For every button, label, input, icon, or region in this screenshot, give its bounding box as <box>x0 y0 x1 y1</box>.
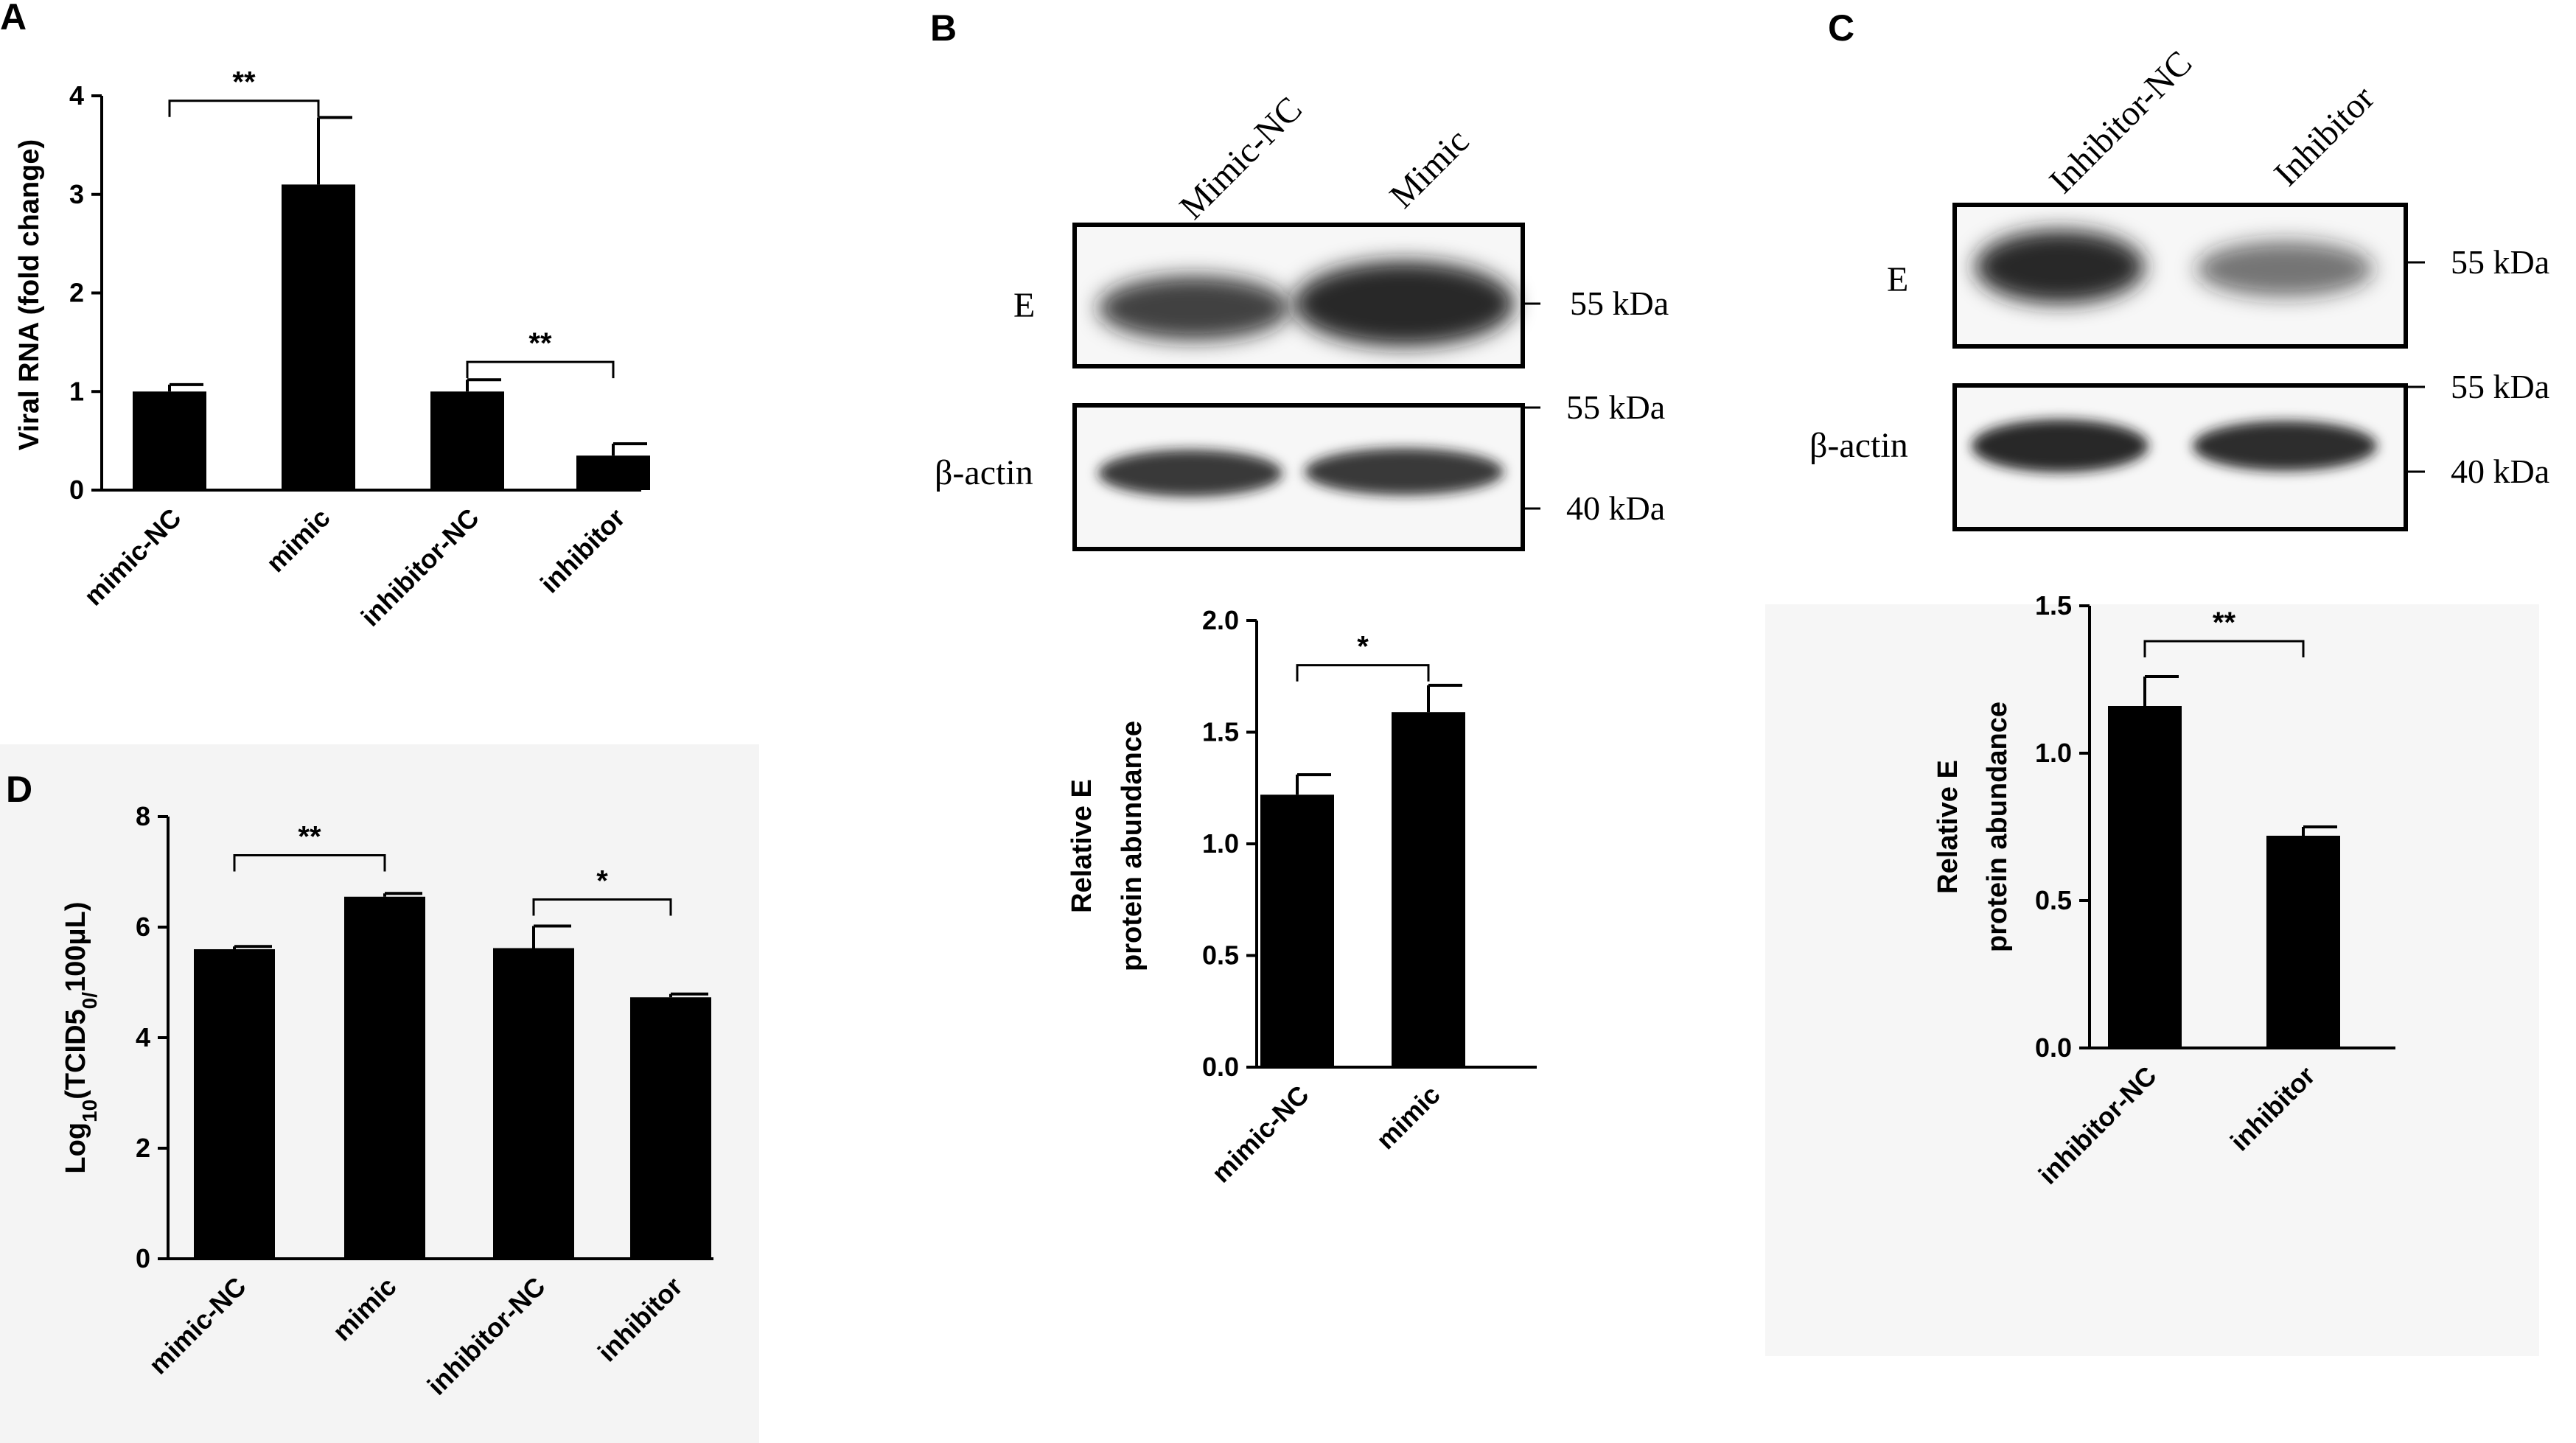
blot-c-row-label-actin: β-actin <box>1809 426 1908 465</box>
significance-bracket <box>2143 640 2305 657</box>
y-axis-label-line: Relative E <box>1933 760 1964 894</box>
blot-c-e-band-lane2 <box>2196 241 2373 297</box>
y-axis-label: Log10(TCID50/100μL) <box>60 901 101 1173</box>
bar <box>630 997 711 1259</box>
blot-c-lane-inhibitor: Inhibitor <box>2266 79 2381 194</box>
x-tick-label: inhibitor <box>534 503 631 599</box>
blot-c-lane-inhibitor-nc: Inhibitor-NC <box>2042 43 2199 201</box>
bar <box>493 948 574 1259</box>
x-tick-label: mimic <box>260 503 336 579</box>
significance-label: ** <box>528 327 552 360</box>
y-tick-label: 1.5 <box>1202 717 1239 747</box>
y-tick-label: 2.0 <box>1202 605 1239 635</box>
blot-b-actin-marker1: 55 kDa <box>1566 388 1665 426</box>
x-tick-label: inhibitor <box>2224 1061 2321 1157</box>
y-tick-label: 2 <box>69 278 84 308</box>
x-tick-label: mimic-NC <box>143 1271 252 1380</box>
bar <box>2108 706 2182 1048</box>
bar <box>430 391 504 490</box>
y-tick-label: 3 <box>69 179 84 209</box>
y-tick-label: 4 <box>136 1022 150 1052</box>
blot-c-actin-band-lane1 <box>1972 419 2149 472</box>
y-tick-label: 0 <box>69 475 84 505</box>
y-tick-label: 4 <box>69 80 84 111</box>
blot-b-actin-band-lane1 <box>1098 450 1282 497</box>
significance-bracket <box>532 898 672 916</box>
significance-label: ** <box>2213 607 2236 639</box>
significance-label: * <box>1357 631 1369 663</box>
y-axis-label-line: protein abundance <box>1117 721 1148 971</box>
blot-c-actin-marker2: 40 kDa <box>2451 453 2549 490</box>
panel-label-a: A <box>0 0 27 38</box>
bar <box>1392 712 1465 1067</box>
blot-b-e-band-lane2 <box>1294 261 1515 346</box>
chart-a-viral-rna: 0 1 2 3 4 mimic-NC mimic inhibitor-NC inhibitor *… <box>14 66 650 632</box>
y-tick-label: 0 <box>136 1243 150 1273</box>
blot-b-e-band-lane1 <box>1098 276 1290 340</box>
blot-c-row-label-e: E <box>1887 260 1908 299</box>
bar <box>2266 836 2340 1048</box>
y-tick-label: 6 <box>136 912 150 942</box>
significance-bracket <box>466 360 615 379</box>
x-tick-label: mimic-NC <box>1206 1080 1315 1189</box>
bar <box>133 391 206 490</box>
significance-bracket <box>1296 664 1430 682</box>
blot-b-actin-band-lane2 <box>1305 448 1504 495</box>
y-axis-label-line: Relative E <box>1067 779 1097 913</box>
x-tick-label: inhibitor-NC <box>2033 1061 2163 1190</box>
blot-b-lane-mimic-nc: Mimic-NC <box>1172 89 1309 226</box>
significance-bracket <box>233 854 386 872</box>
significance-label: ** <box>232 66 256 99</box>
blot-c-actin-band-lane2 <box>2193 421 2377 471</box>
blot-c-e-marker: 55 kDa <box>2451 243 2549 281</box>
blot-b-lane-mimic: Mimic <box>1382 122 1476 216</box>
panel-label-c: C <box>1828 7 1854 49</box>
y-tick-label: 0.5 <box>2035 885 2072 915</box>
x-tick-label: mimic <box>327 1271 402 1347</box>
bar <box>344 896 425 1259</box>
chart-d-tcid50: 0 2 4 6 8 mimic-NC mimic inhibitor-NC inhibitor *… <box>60 801 713 1401</box>
y-tick-label: 1.0 <box>2035 738 2072 768</box>
western-blot-c: Inhibitor-NC Inhibitor E 55 kDa β-actin … <box>1809 43 2549 531</box>
x-tick-label: mimic <box>1370 1080 1446 1156</box>
panel-label-b: B <box>930 7 957 49</box>
y-tick-label: 1.0 <box>1202 828 1239 859</box>
blot-b-row-label-actin: β-actin <box>935 453 1033 492</box>
blot-b-row-label-e: E <box>1013 286 1035 325</box>
western-blot-b: Mimic-NC Mimic E 55 kDa β-actin 55 kDa 4… <box>935 89 1669 551</box>
x-tick-label: inhibitor-NC <box>422 1271 551 1401</box>
x-tick-label: inhibitor-NC <box>355 503 485 632</box>
y-tick-label: 0.5 <box>1202 940 1239 971</box>
y-tick-label: 0.0 <box>1202 1052 1239 1082</box>
blot-c-e-band-lane1 <box>1975 230 2145 304</box>
x-tick-label: mimic-NC <box>78 503 187 612</box>
y-axis-label-line: protein abundance <box>1982 702 2013 952</box>
blot-b-e-marker: 55 kDa <box>1570 284 1669 322</box>
significance-label: * <box>596 865 608 898</box>
y-tick-label: 2 <box>136 1133 150 1163</box>
y-tick-label: 1.5 <box>2035 590 2072 621</box>
chart-b-relative-e: 0.0 0.5 1.0 1.5 2.0 mimic-NC mimic * Relative E p… <box>1067 605 1537 1188</box>
x-tick-label: inhibitor <box>592 1271 688 1368</box>
blot-c-actin-marker1: 55 kDa <box>2451 368 2549 405</box>
bar <box>1260 794 1334 1067</box>
bar <box>194 949 275 1259</box>
y-tick-label: 8 <box>136 801 150 831</box>
significance-bracket <box>168 99 320 117</box>
y-tick-label: 0.0 <box>2035 1033 2072 1063</box>
bar <box>282 184 355 490</box>
panel-label-d: D <box>6 769 32 810</box>
chart-c-relative-e: 0.0 0.5 1.0 1.5 inhibitor-NC inhibitor ** Relat… <box>1933 590 2395 1190</box>
y-tick-label: 1 <box>69 376 84 406</box>
bar <box>576 455 650 490</box>
blot-b-actin-marker2: 40 kDa <box>1566 489 1665 527</box>
significance-label: ** <box>298 821 321 853</box>
y-axis-label: Viral RNA (fold change) <box>14 139 45 450</box>
